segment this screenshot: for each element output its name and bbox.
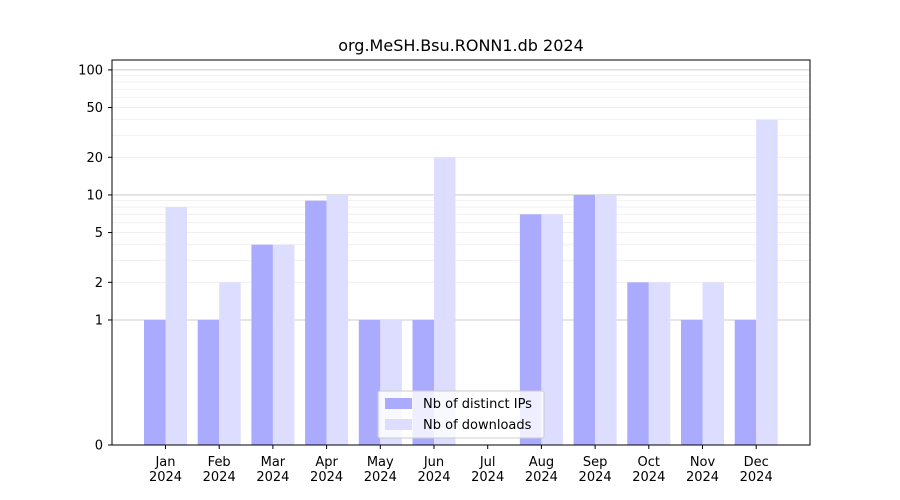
bar-downloads-aug: [541, 214, 563, 445]
x-tick-label-jun: Jun 2024: [417, 455, 450, 485]
legend-swatch: [385, 398, 412, 409]
axes: 0 1 2 5 10 20 50 100 Jan 2024 Feb 2024 Mar 2024 Apr 202…: [78, 59, 811, 485]
x-tick-label-jan: Jan 2024: [149, 455, 182, 485]
plot-frame: [111, 59, 811, 446]
y-tick-label: 20: [86, 151, 103, 166]
x-tick-label-jul: Jul 2024: [471, 455, 504, 485]
y-tick-label: 5: [95, 226, 103, 241]
bar-distinct-ips-oct: [627, 282, 649, 445]
bar-downloads-oct: [648, 282, 671, 445]
x-tick-label-sep: Sep 2024: [579, 455, 612, 485]
bar-distinct-ips-sep: [573, 194, 596, 445]
legend-label: Nb of downloads: [423, 418, 532, 433]
x-tick-label-feb: Feb 2024: [203, 455, 236, 485]
bar-downloads-jan: [165, 207, 187, 445]
legend: Nb of distinct IPs Nb of downloads: [377, 390, 545, 439]
bar-downloads-apr: [326, 194, 349, 445]
bar-downloads-nov: [702, 282, 724, 445]
x-tick-label-may: May 2024: [364, 455, 397, 485]
grid-lines: [112, 69, 810, 321]
bar-downloads-dec: [756, 119, 778, 445]
y-tick-label: 2: [95, 276, 103, 291]
x-tick-label-mar: Mar 2024: [256, 455, 289, 485]
bar-downloads-mar: [272, 244, 295, 445]
bar-distinct-ips-may: [358, 319, 381, 445]
y-tick-label: 10: [86, 188, 103, 203]
x-tick-label-aug: Aug 2024: [525, 455, 558, 485]
bar-downloads-jun: [434, 157, 456, 446]
bar-distinct-ips-nov: [681, 319, 703, 445]
bar-distinct-ips-jan: [144, 319, 166, 445]
y-tick-label: 0: [95, 439, 103, 454]
legend-box: [377, 390, 545, 439]
bar-distinct-ips-aug: [519, 214, 542, 445]
legend-swatch: [385, 419, 412, 430]
bar-distinct-ips-feb: [197, 319, 220, 445]
y-tick-label: 50: [86, 101, 103, 116]
chart-title: org.MeSH.Bsu.RONN1.db 2024: [338, 36, 584, 55]
x-tick-label-dec: Dec 2024: [740, 455, 773, 485]
bar-distinct-ips-dec: [734, 319, 757, 445]
bar-distinct-ips-apr: [305, 200, 327, 445]
x-tick-label-nov: Nov 2024: [686, 455, 719, 485]
bar-downloads-feb: [219, 282, 241, 445]
x-tick-label-apr: Apr 2024: [310, 455, 343, 485]
y-tick-label: 1: [95, 313, 103, 328]
y-tick-label: 100: [78, 63, 103, 78]
x-tick-label-oct: Oct 2024: [632, 455, 665, 485]
legend-label: Nb of distinct IPs: [423, 397, 532, 412]
bar-downloads-sep: [595, 194, 617, 445]
bars: [144, 119, 778, 446]
bar-distinct-ips-mar: [251, 244, 273, 445]
